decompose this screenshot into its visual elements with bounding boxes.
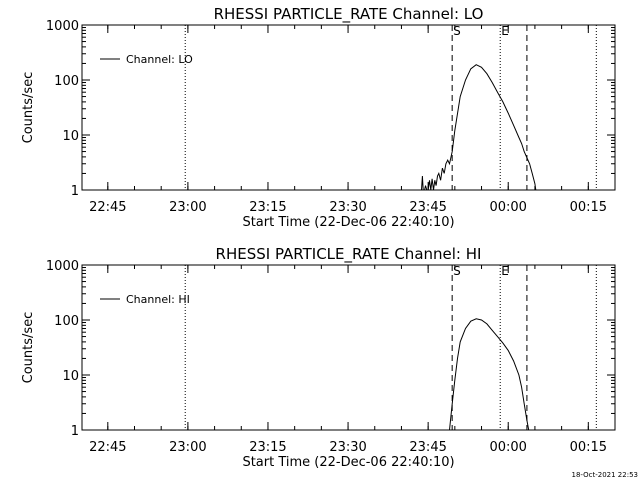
marker-label: E [501,264,509,278]
x-tick-label: 22:45 [89,440,126,455]
marker-label: S [453,264,461,278]
y-tick-label: 1000 [46,19,79,34]
x-tick-label: 23:00 [169,440,206,455]
x-tick-label: 23:45 [409,200,446,215]
chart-title: RHESSI PARTICLE_RATE Channel: LO [214,5,484,24]
y-tick-label: 100 [54,314,79,329]
y-tick-label: 100 [54,74,79,89]
x-tick-label: 23:15 [249,200,286,215]
x-tick-label: 00:00 [489,440,526,455]
chart-title: RHESSI PARTICLE_RATE Channel: HI [216,245,482,264]
series-line [449,318,530,431]
y-tick-label: 1000 [46,259,79,274]
x-tick-label: 23:15 [249,440,286,455]
y-tick-label: 1 [71,424,79,439]
x-tick-label: 23:45 [409,440,446,455]
x-axis-label: Start Time (22-Dec-06 22:40:10) [242,455,454,470]
x-tick-label: 23:00 [169,200,206,215]
series-line [421,64,537,191]
marker-label: S [453,24,461,38]
y-tick-label: 10 [62,369,79,384]
x-tick-label: 23:30 [329,440,366,455]
x-tick-label: 00:15 [570,440,607,455]
y-tick-label: 1 [71,184,79,199]
y-axis-label: Counts/sec [21,312,36,384]
legend-label: Channel: HI [126,293,190,306]
x-tick-label: 00:00 [489,200,526,215]
x-tick-label: 22:45 [89,200,126,215]
x-tick-label: 23:30 [329,200,366,215]
y-axis-label: Counts/sec [21,72,36,144]
plot-frame [81,24,616,191]
marker-label: E [501,24,509,38]
x-tick-label: 00:15 [570,200,607,215]
legend-label: Channel: LO [126,53,193,66]
plot-frame [81,264,616,431]
x-axis-label: Start Time (22-Dec-06 22:40:10) [242,215,454,230]
timestamp: 18-Oct-2021 22:53 [571,471,638,479]
y-tick-label: 10 [62,129,79,144]
